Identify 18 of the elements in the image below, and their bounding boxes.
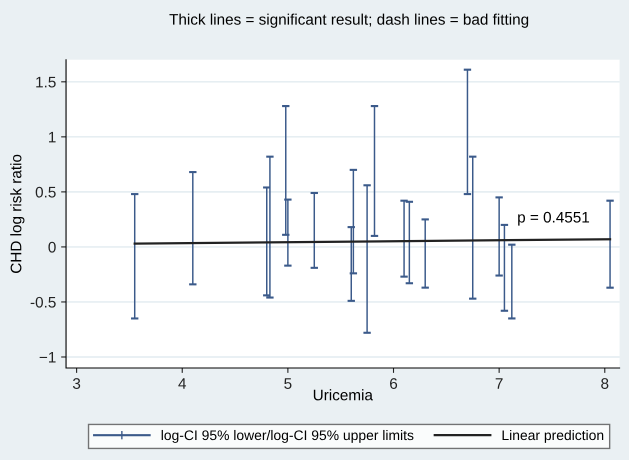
y-tick-label: 0.5 bbox=[36, 186, 56, 198]
annotation: p = 0.4551 bbox=[518, 212, 590, 226]
chart-title: Thick lines = significant result; dash lines = bad fitting bbox=[169, 14, 528, 28]
x-tick-label: 6 bbox=[390, 378, 398, 389]
y-axis-title: CHD log risk ratio bbox=[10, 154, 24, 273]
x-tick-label: 3 bbox=[72, 378, 80, 389]
legend-label: log-CI 95% lower/log-CI 95% upper limits bbox=[162, 430, 414, 443]
x-tick-label: 8 bbox=[601, 378, 608, 389]
y-tick-label: −1 bbox=[40, 352, 56, 363]
x-axis-title: Uricemia bbox=[314, 389, 373, 400]
x-tick-label: 4 bbox=[178, 378, 186, 389]
y-tick-label: 0 bbox=[48, 242, 56, 253]
x-tick-label: 5 bbox=[284, 378, 292, 389]
y-tick-label: 1 bbox=[48, 132, 56, 142]
x-tick-label: 7 bbox=[496, 378, 503, 389]
y-tick-label: 1.5 bbox=[36, 76, 56, 88]
y-tick-label: -0.5 bbox=[30, 296, 56, 308]
legend-label: Linear prediction bbox=[502, 430, 604, 443]
